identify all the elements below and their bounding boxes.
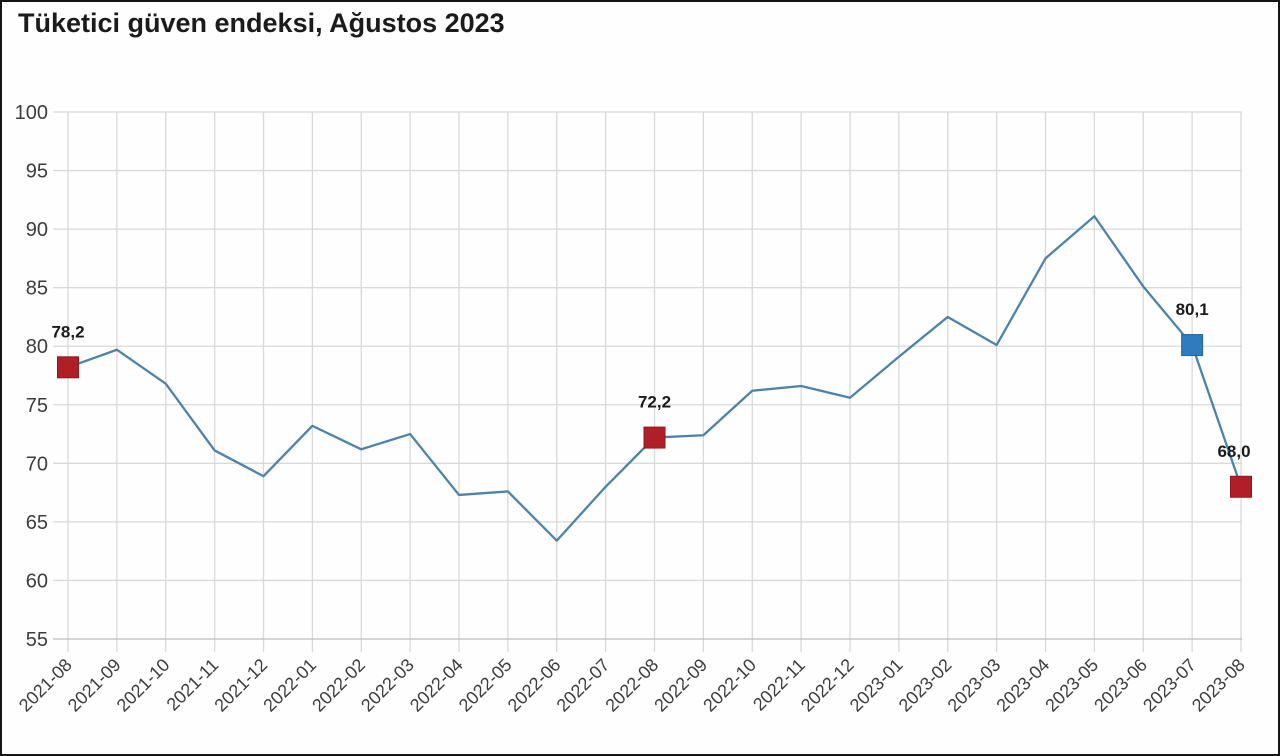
x-tick-label: 2022-09: [650, 655, 711, 716]
x-tick-label: 2023-06: [1090, 655, 1151, 716]
x-tick-label: 2022-03: [357, 655, 418, 716]
data-label-2023-08: 68,0: [1217, 442, 1250, 461]
y-tick-label: 70: [26, 453, 48, 475]
x-tick-label: 2023-04: [992, 655, 1053, 716]
x-tick-label: 2021-09: [64, 655, 125, 716]
x-tick-label: 2022-01: [259, 655, 320, 716]
y-tick-label: 75: [26, 395, 48, 417]
y-tick-label: 95: [26, 161, 48, 183]
x-tick-label: 2022-07: [553, 655, 614, 716]
data-label-2021-08: 78,2: [51, 322, 84, 341]
x-tick-label: 2022-05: [455, 655, 516, 716]
marker-2021-08: [57, 356, 79, 379]
y-axis-labels: 55 60 65 70 75 80 85 90 95 100: [15, 102, 48, 651]
x-gridlines: [67, 112, 1242, 652]
x-tick-label: 2021-12: [210, 655, 271, 716]
y-tick-label: 100: [15, 102, 48, 124]
x-tick-label: 2022-02: [308, 655, 369, 716]
marker-2022-08: [643, 426, 666, 449]
data-label-2023-07: 80,1: [1176, 300, 1209, 319]
x-tick-label: 2022-04: [406, 655, 467, 716]
y-tick-label: 55: [26, 629, 48, 651]
x-tick-label: 2023-01: [846, 655, 907, 716]
x-tick-label: 2023-05: [1041, 655, 1102, 716]
x-tick-label: 2022-06: [504, 655, 565, 716]
x-tick-label: 2023-07: [1139, 655, 1200, 716]
x-tick-label: 2021-10: [113, 655, 174, 716]
x-tick-label: 2023-03: [944, 655, 1005, 716]
marker-2023-08: [1230, 475, 1252, 498]
highlight-markers: 78,2 72,2 80,1 68,0: [51, 300, 1252, 498]
y-tick-label: 65: [26, 512, 48, 534]
y-tick-label: 60: [26, 570, 48, 592]
y-tick-label: 85: [26, 278, 48, 300]
x-tick-label: 2023-08: [1188, 655, 1249, 716]
y-tick-label: 90: [26, 219, 48, 241]
x-axis-labels: 2021-082021-092021-102021-112021-122022-…: [15, 655, 1249, 716]
x-tick-label: 2021-08: [15, 655, 76, 716]
data-label-2022-08: 72,2: [638, 393, 671, 412]
y-tick-label: 80: [26, 336, 48, 358]
chart-title: Tüketici güven endeksi, Ağustos 2023: [18, 8, 505, 38]
x-tick-label: 2022-10: [699, 655, 760, 716]
x-tick-label: 2023-02: [895, 655, 956, 716]
y-gridlines: [53, 111, 1242, 640]
x-tick-label: 2022-12: [797, 655, 858, 716]
marker-2023-07: [1181, 334, 1204, 357]
x-tick-label: 2022-08: [601, 655, 662, 716]
